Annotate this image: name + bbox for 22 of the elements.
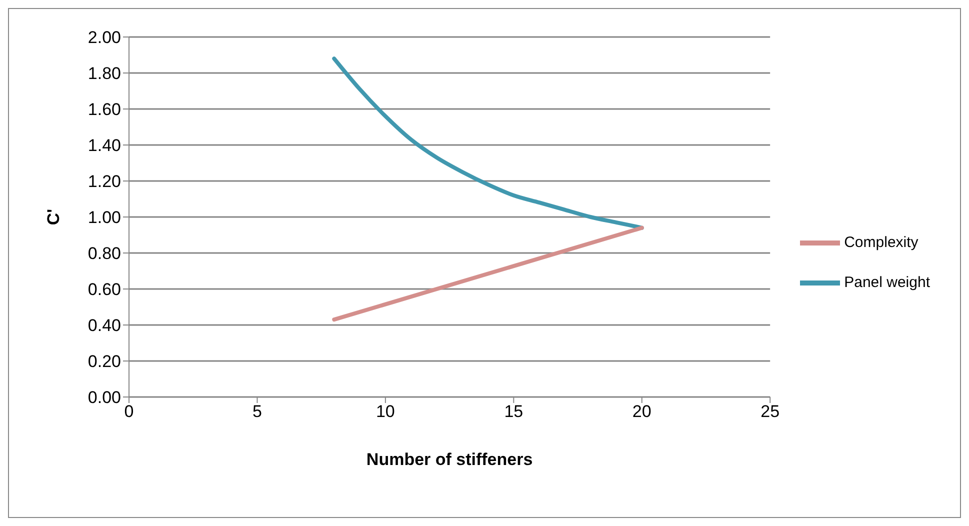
y-tick-label: 0.80	[88, 244, 121, 264]
x-axis-title: Number of stiffeners	[366, 450, 533, 469]
y-tick-label: 0.60	[88, 280, 121, 300]
x-tick-label: 5	[252, 402, 262, 422]
y-tick-label: 1.00	[88, 208, 121, 228]
y-tick-label: 1.60	[88, 100, 121, 120]
legend-label: Complexity	[844, 234, 918, 251]
x-tick-label: 10	[376, 402, 395, 422]
y-axis-title: C'	[44, 208, 64, 226]
y-tick-label: 2.00	[88, 28, 121, 48]
y-tick-label: 0.00	[88, 388, 121, 408]
x-tick-label: 25	[760, 402, 780, 422]
x-tick-label: 20	[632, 402, 652, 422]
y-tick-label: 0.40	[88, 316, 121, 336]
line-series	[332, 56, 644, 230]
y-tick-label: 0.20	[88, 352, 121, 372]
y-tick-label: 1.80	[88, 64, 121, 84]
legend-label: Panel weight	[844, 274, 930, 291]
x-tick-label: 0	[124, 402, 134, 422]
x-tick-label: 15	[504, 402, 524, 422]
y-tick-label: 1.20	[88, 172, 121, 192]
y-tick-label: 1.40	[88, 136, 121, 156]
